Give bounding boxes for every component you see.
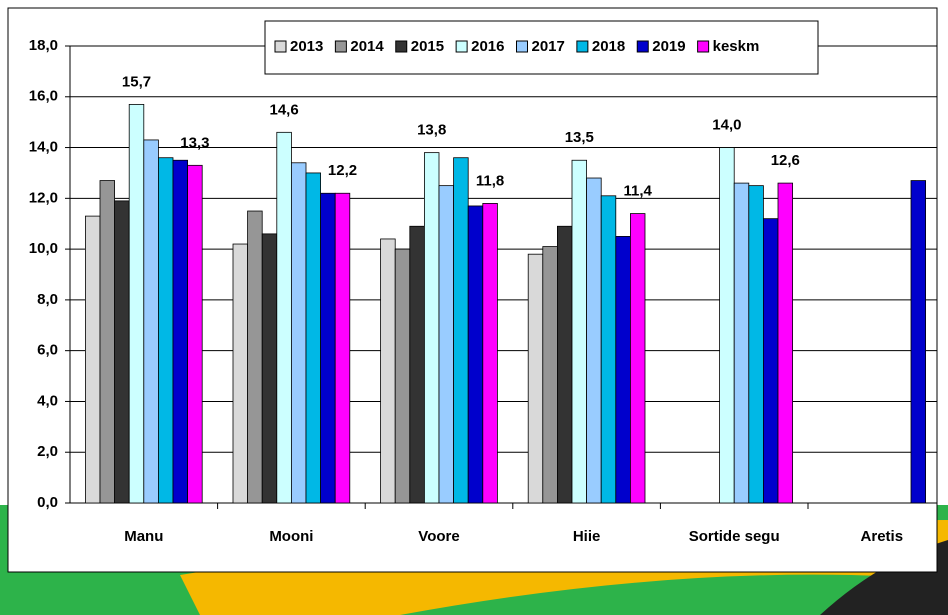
legend-swatch [697,40,710,53]
bar [261,233,278,504]
bar [187,164,203,504]
bar [423,152,440,504]
bar [276,131,292,504]
y-tick-label: 8,0 [37,291,58,308]
bar [85,215,101,504]
y-tick-label: 10,0 [29,240,58,257]
legend: 2013 2014 2015 2016 2017 2018 2019 keskm [264,20,819,75]
y-tick-label: 18,0 [29,37,58,54]
legend-swatch [576,40,589,53]
bar [453,157,469,504]
y-tick-label: 6,0 [37,342,58,359]
bar [777,182,794,504]
bar [114,200,130,504]
bar [438,185,455,504]
legend-swatch [455,40,468,53]
bar [586,177,602,504]
bar [557,225,573,504]
legend-swatch [334,40,347,53]
bar [172,159,189,504]
bar [157,157,174,504]
bar [748,185,764,504]
data-label: 11,8 [476,172,504,189]
data-label: 11,4 [624,183,653,200]
bar [542,246,558,504]
bar [719,147,735,504]
legend-swatch [274,40,287,53]
legend-box [264,20,819,75]
bar [467,205,484,504]
bar [232,243,249,504]
legend-swatch [395,40,408,53]
y-tick-label: 14,0 [29,139,58,156]
data-label: 14,6 [269,101,298,118]
y-tick-label: 4,0 [37,392,58,409]
bar [320,192,336,504]
y-tick-label: 0,0 [37,494,58,511]
bar [910,180,927,504]
bar [409,225,425,504]
bar [290,162,307,504]
bar [394,248,411,504]
bar [527,253,544,504]
legend-swatch [516,40,528,53]
legend-label: 2013 [290,38,323,55]
bar [334,192,351,504]
legend-label: 2017 [532,38,565,55]
x-tick-label: Manu [124,528,163,545]
legend-label: keskm [713,38,760,55]
data-label: 15,7 [122,73,151,90]
bar [482,203,498,504]
bar [600,195,617,504]
bar [615,236,631,504]
x-tick-label: Voore [418,528,459,545]
bar [630,213,646,504]
legend-label: 2018 [592,38,625,55]
data-label: 14,0 [712,117,741,134]
data-label: 12,2 [328,162,357,179]
x-tick-label: Hiie [573,528,601,545]
legend-swatch [636,40,649,53]
bar [143,139,159,504]
bar [247,210,263,504]
legend-label: 2019 [652,38,685,55]
data-label: 13,3 [180,134,209,151]
x-tick-label: Aretis [861,528,904,545]
bar [571,159,588,504]
legend-label: 2014 [350,38,384,55]
bar [733,182,750,504]
bar [99,180,116,504]
y-tick-label: 16,0 [29,88,58,105]
data-label: 12,6 [771,152,800,169]
data-label: 13,5 [565,129,594,146]
data-label: 13,8 [417,122,446,139]
bar [128,103,145,504]
legend-label: 2015 [411,38,444,55]
bar [380,238,396,504]
bar [763,218,779,504]
x-tick-label: Mooni [269,528,313,545]
bar [305,172,322,504]
x-tick-label: Sortide segu [689,528,780,545]
legend-label: 2016 [471,38,504,55]
y-tick-label: 12,0 [29,189,58,206]
y-tick-label: 2,0 [37,443,58,460]
